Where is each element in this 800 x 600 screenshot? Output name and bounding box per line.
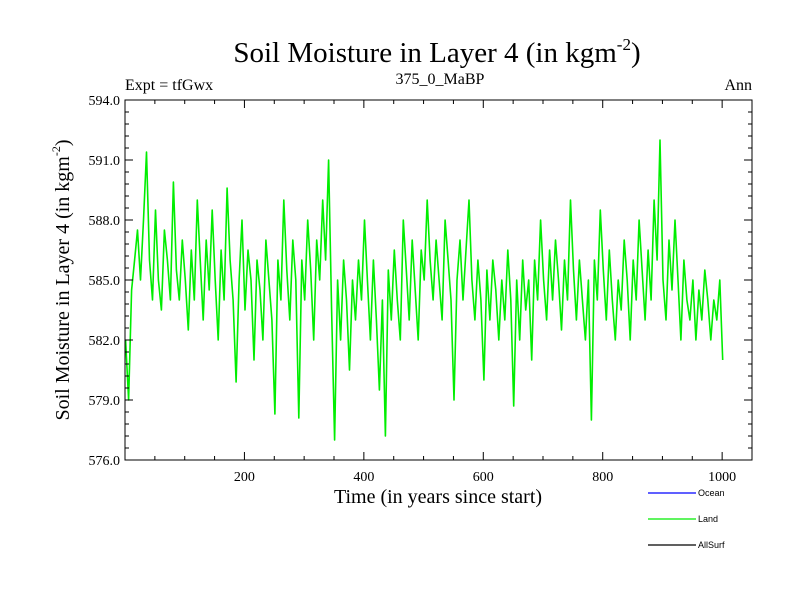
y-axis-label-superscript: -2 (49, 146, 63, 156)
y-tick-label: 582.0 (89, 334, 121, 349)
experiment-label: Expt = tfGwx (125, 77, 213, 94)
x-axis-ticks: 200 400 600 800 1000 (154, 100, 753, 485)
x-axis-label: Time (in years since start) (334, 486, 542, 508)
y-tick-label: 591.0 (89, 154, 121, 169)
series-line-land (124, 139, 724, 441)
x-tick-label: 200 (234, 470, 255, 485)
legend: Ocean Land AllSurf (648, 488, 725, 550)
y-tick-label: 576.0 (89, 454, 121, 469)
y-tick-label: 594.0 (89, 94, 121, 109)
y-tick-label: 585.0 (89, 274, 121, 289)
legend-label-land: Land (698, 514, 718, 524)
y-axis-label: Soil Moisture in Layer 4 (in kgm-2) (49, 139, 74, 420)
y-tick-label: 579.0 (89, 394, 121, 409)
season-label: Ann (724, 77, 752, 94)
x-tick-label: 400 (353, 470, 374, 485)
plot-area (124, 139, 724, 441)
x-tick-label: 600 (473, 470, 494, 485)
legend-label-allsurf: AllSurf (698, 540, 725, 550)
x-tick-label: 1000 (708, 470, 736, 485)
y-tick-label: 588.0 (89, 214, 121, 229)
chart-title: Soil Moisture in Layer 4 (in kgm-2) (233, 35, 640, 69)
chart-title-superscript: -2 (617, 35, 631, 54)
legend-label-ocean: Ocean (698, 488, 725, 498)
period-label: 375_0_MaBP (396, 71, 485, 88)
x-tick-label: 800 (592, 470, 613, 485)
y-axis-ticks: 576.0 579.0 582.0 585.0 588.0 591.0 594.0 (89, 94, 752, 469)
